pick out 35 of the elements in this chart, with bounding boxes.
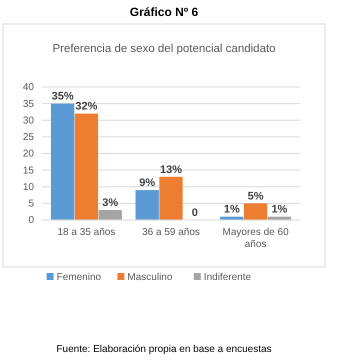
y-tick-label: 20 bbox=[22, 148, 34, 160]
data-label: 35% bbox=[52, 90, 74, 103]
y-tick-label: 5 bbox=[28, 198, 34, 210]
y-tick-label: 25 bbox=[22, 132, 34, 144]
data-label: 1% bbox=[224, 204, 240, 216]
x-tick-label: 36 a 59 años bbox=[142, 227, 200, 238]
legend-label: Masculino bbox=[127, 272, 173, 283]
x-tick-label: 18 a 35 años bbox=[57, 227, 116, 238]
bar bbox=[159, 176, 183, 220]
bar bbox=[220, 216, 244, 220]
bar bbox=[74, 114, 98, 220]
y-tick-label: 15 bbox=[22, 165, 34, 176]
x-tick-label: Mayores de 60 años bbox=[222, 227, 290, 250]
bar bbox=[244, 203, 268, 220]
data-label: 5% bbox=[248, 190, 264, 202]
data-label: 3% bbox=[102, 197, 118, 210]
y-tick-label: 0 bbox=[28, 215, 34, 226]
y-tick-label: 35 bbox=[22, 98, 34, 110]
source-note: Fuente: Elaboración propia en base a encuestas bbox=[56, 344, 272, 355]
data-label: 9% bbox=[139, 177, 156, 190]
bar bbox=[98, 210, 122, 220]
y-tick-label: 40 bbox=[22, 82, 34, 94]
chart-title: Gráfico Nº 6 bbox=[130, 5, 199, 19]
y-tick-label: 30 bbox=[22, 115, 34, 126]
data-label: 0 bbox=[192, 207, 198, 219]
data-label: 13% bbox=[160, 164, 182, 176]
chart-subtitle: Preferencia de sexo del potencial candidato bbox=[52, 43, 276, 55]
bar bbox=[136, 190, 159, 220]
legend-label: Femenino bbox=[56, 272, 102, 283]
y-tick-label: 10 bbox=[22, 182, 34, 193]
legend-label: Indiferente bbox=[204, 272, 252, 283]
bar bbox=[50, 104, 74, 220]
data-label: 32% bbox=[75, 100, 98, 113]
data-label: 1% bbox=[271, 204, 288, 216]
bar bbox=[268, 216, 292, 220]
